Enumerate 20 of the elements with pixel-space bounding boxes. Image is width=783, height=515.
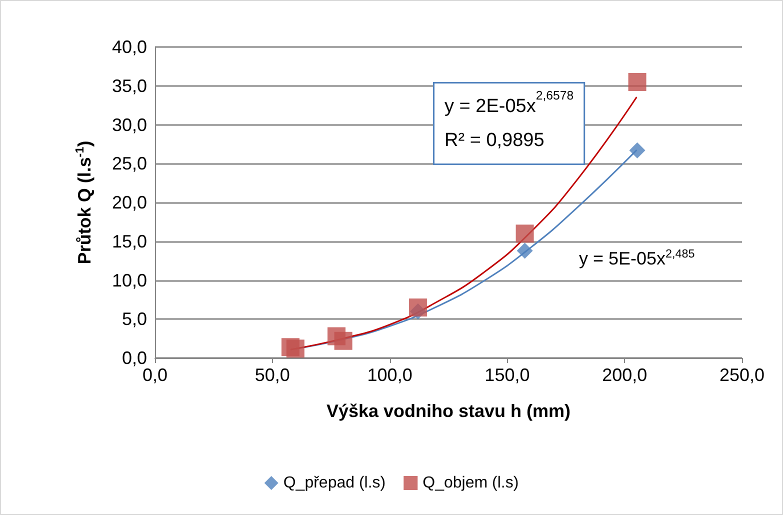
y-tick-label: 35,0: [112, 76, 147, 96]
y-tick-label: 5,0: [122, 309, 147, 330]
y-axis-title: Průtok Q (l.s-1): [74, 140, 94, 264]
x-tick-label: 150,0: [484, 365, 530, 385]
y-tick-label: 10,0: [112, 270, 147, 290]
x-tick-label: 200,0: [602, 365, 648, 385]
legend-label: Q_přepad (l.s): [283, 474, 386, 492]
y-tick-label: 0,0: [122, 348, 147, 368]
y-tick-label: 30,0: [112, 114, 147, 135]
legend-label: Q_objem (l.s): [422, 474, 519, 492]
y-tick-label: 40,0: [112, 37, 147, 57]
annotation: R² = 0,9895: [444, 130, 544, 151]
x-tick-label: 250,0: [719, 365, 765, 385]
x-tick-label: 0,0: [142, 365, 168, 385]
x-axis-title: Výška vodniho stavu h (mm): [326, 401, 571, 421]
y-tick-label: 20,0: [112, 192, 147, 212]
x-tick-label: 100,0: [367, 365, 412, 385]
y-tick-label: 25,0: [112, 154, 147, 174]
x-tick-label: 50,0: [254, 365, 290, 385]
y-tick-label: 15,0: [112, 231, 147, 252]
